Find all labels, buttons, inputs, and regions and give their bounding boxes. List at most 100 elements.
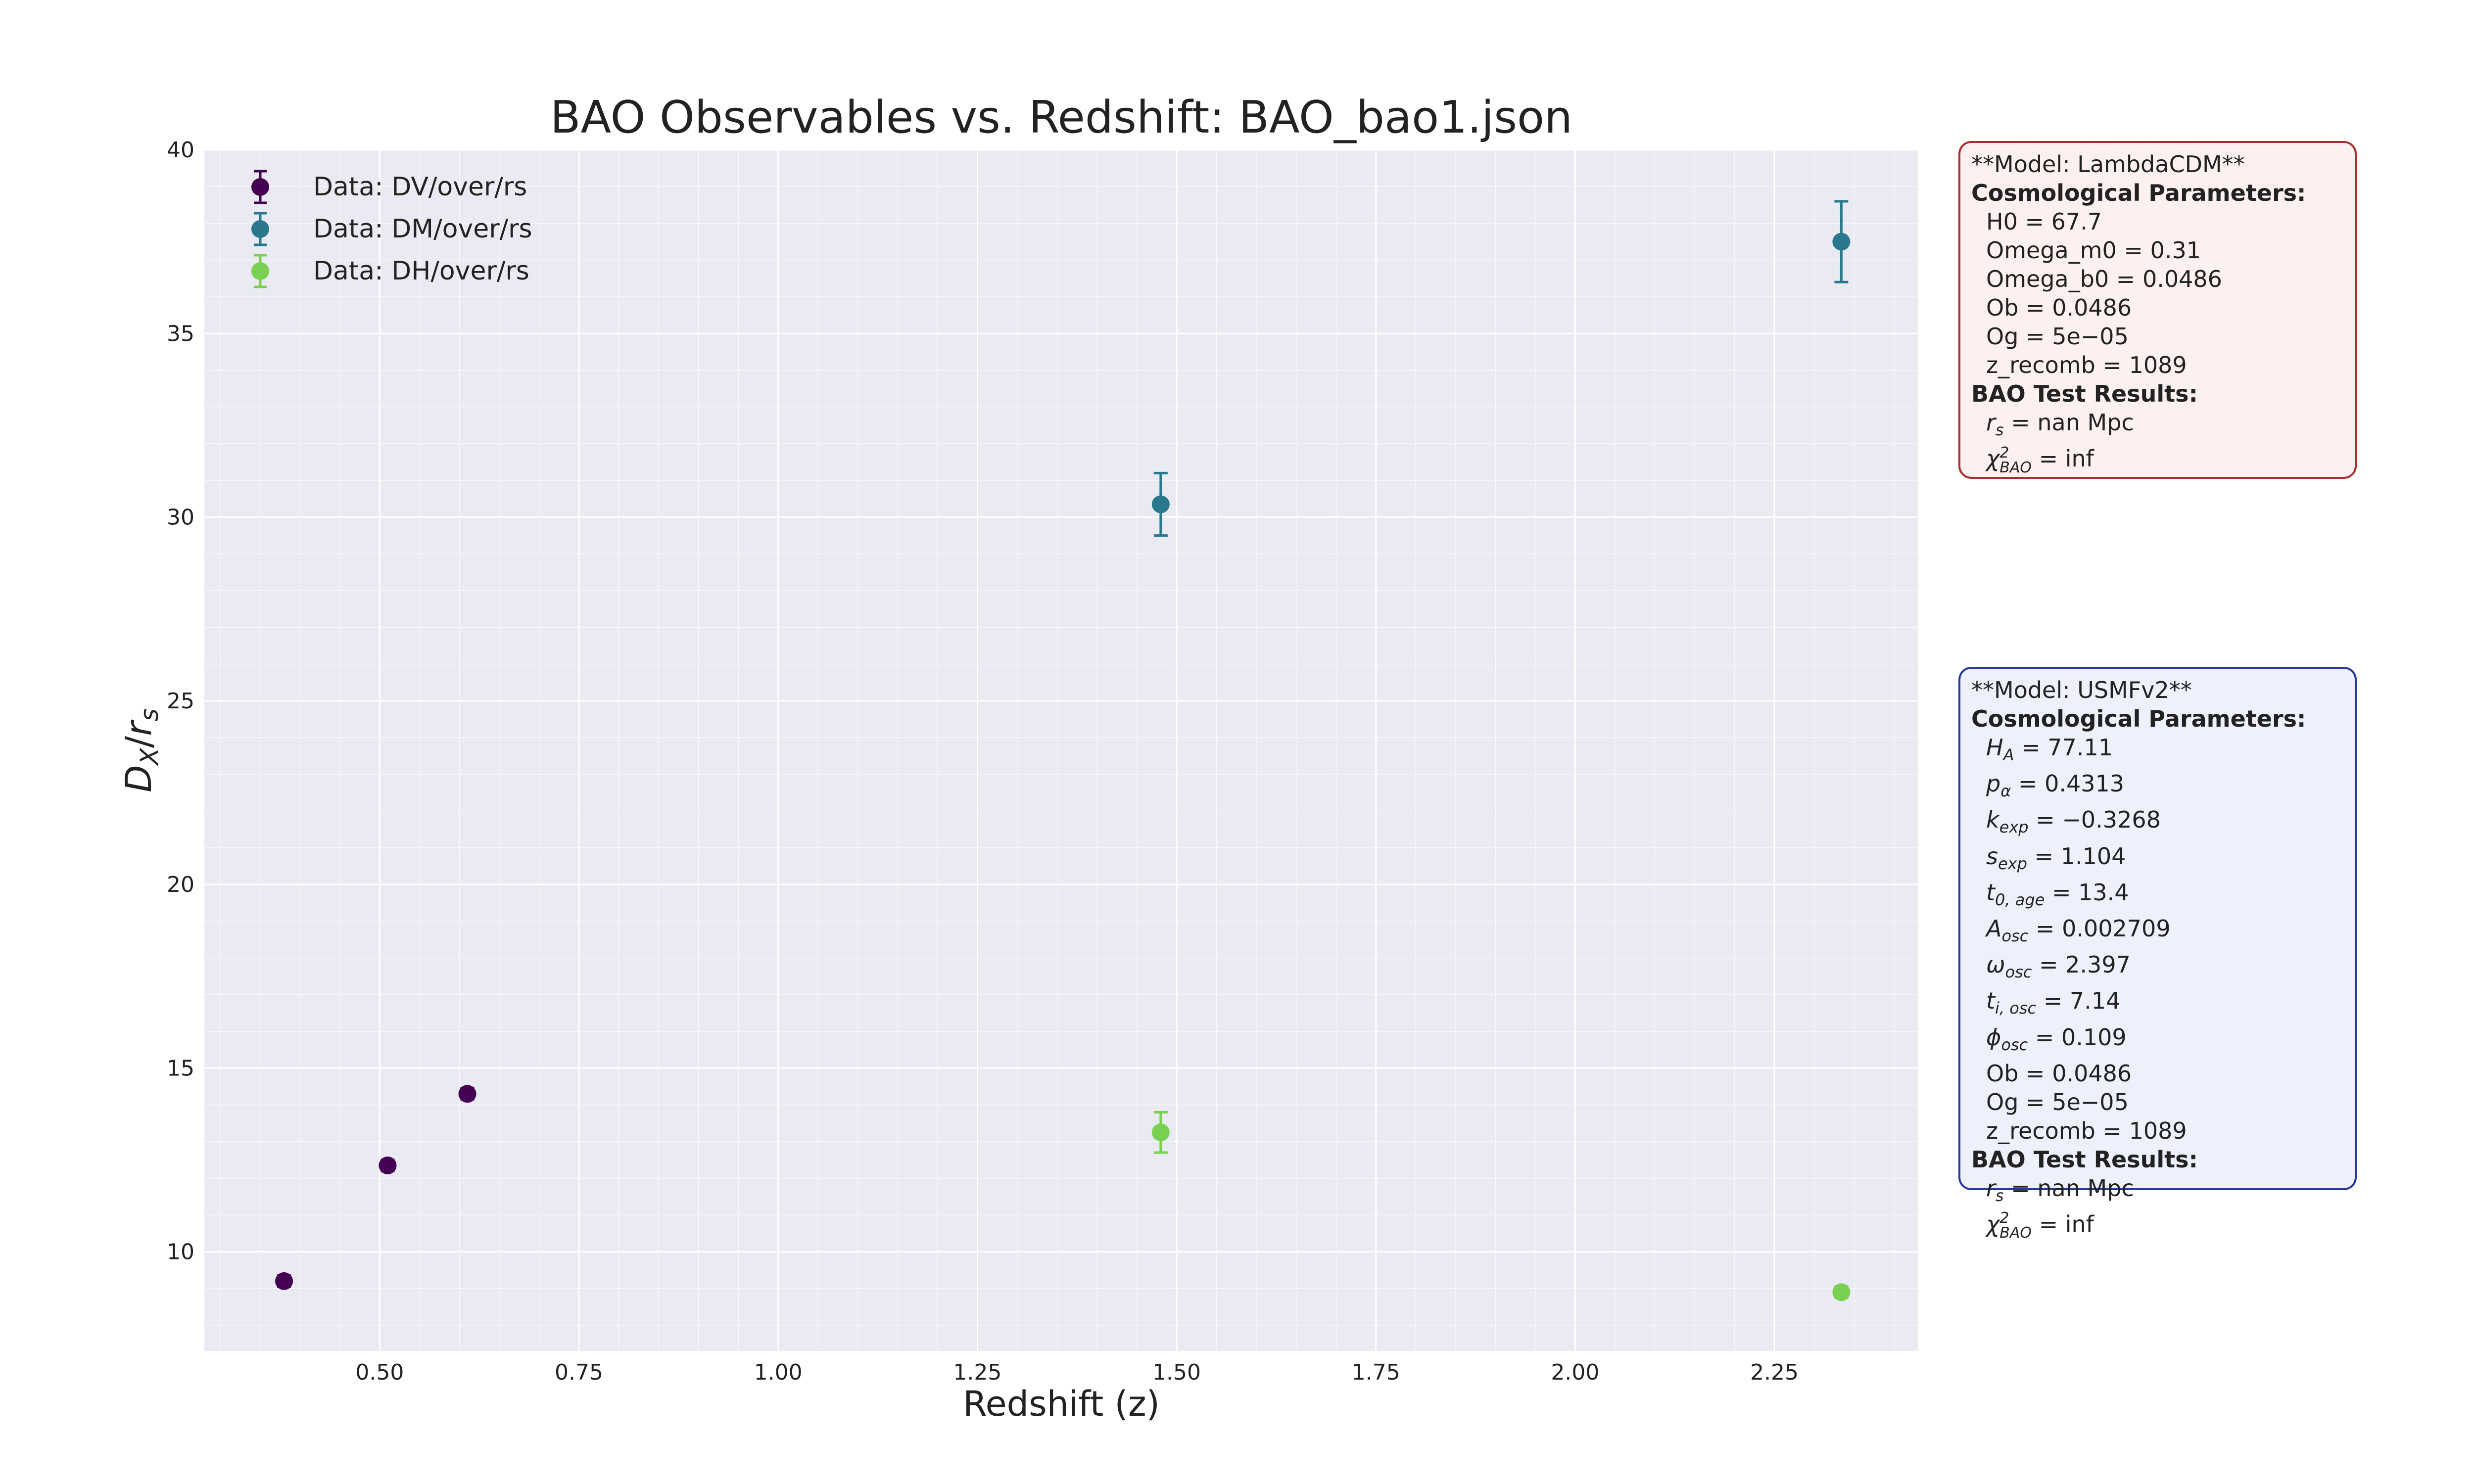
usmf-rs-line: rs = nan Mpc (1971, 1174, 2344, 1210)
usmf-rs-val: = nan Mpc (2003, 1174, 2134, 1202)
usmf-params-title: Cosmological Parameters: (1971, 705, 2306, 732)
usmf-plain-param-line: Ob = 0.0486 (1986, 1060, 2132, 1087)
usmf-chi-line: χ 2 BAO = inf (1971, 1210, 2344, 1241)
usmf-symbol-params: HA = 77.11 pα = 0.4313 kexp = −0.3268 sexp … (1971, 733, 2344, 1059)
x-tick-label: 1.50 (1152, 1360, 1201, 1385)
usmf-param-symbol: H (1986, 734, 2003, 761)
legend-label: Data: DV/over/rs (313, 172, 527, 202)
usmf-param-value: = 13.4 (2045, 879, 2129, 906)
usmf-param-symbol: p (1986, 770, 2001, 797)
usmf-param-value: = 2.397 (2032, 951, 2131, 978)
lcdm-rs-sub: s (1995, 420, 2004, 440)
legend-entry: Data: DM/over/rs (251, 212, 532, 246)
usmf-chi-sym: χ (1986, 1210, 2000, 1238)
lcdm-results-title: BAO Test Results: (1971, 380, 2198, 407)
usmf-param-subscript: exp (1999, 818, 2029, 837)
lcdm-param-line: Og = 5e−05 (1986, 323, 2129, 350)
lcdm-chi-val: = inf (2031, 445, 2094, 472)
usmf-plain-params: Ob = 0.0486 Og = 5e−05 z_recomb = 1089 (1971, 1059, 2344, 1145)
usmf-param-symbol: ω (1986, 951, 2005, 978)
usmf-param-value: = 7.14 (2036, 987, 2121, 1015)
data-point (1832, 232, 1851, 251)
data-point (275, 1272, 293, 1290)
usmf-param-symbol: ϕ (1986, 1023, 2001, 1051)
usmf-param-subscript: i, osc (1995, 999, 2037, 1018)
usmf-rs-sym: r (1986, 1174, 1996, 1202)
usmf-chi-sub: BAO (1999, 1224, 2032, 1242)
data-point (1151, 1123, 1170, 1142)
y-label-r: r (118, 719, 159, 736)
y-tick-label: 35 (167, 321, 194, 346)
usmf-param-line: ωosc = 2.397 (1971, 950, 2344, 986)
y-label-sub-s: s (135, 708, 164, 721)
usmf-param-symbol: k (1986, 806, 1999, 834)
x-tick-label: 1.75 (1352, 1360, 1400, 1385)
svg-text:DX/rs: DX/rs (118, 708, 164, 792)
usmf-param-line: sexp = 1.104 (1971, 842, 2344, 878)
data-point (458, 1085, 476, 1103)
y-tick-label: 25 (167, 689, 194, 714)
usmf-param-subscript: exp (1998, 854, 2027, 873)
usmf-param-line: pα = 0.4313 (1971, 769, 2344, 805)
legend-marker (251, 262, 269, 280)
usmf-param-line: ϕosc = 0.109 (1971, 1023, 2344, 1059)
usmf-param-symbol: t (1986, 879, 1996, 906)
data-point (1832, 1283, 1851, 1301)
usmf-param-line: ti, osc = 7.14 (1971, 986, 2344, 1022)
lcdm-chi-sup: 2 (1999, 444, 2009, 462)
usmf-param-value: = 77.11 (2014, 734, 2113, 761)
usmf-param-value: = 0.002709 (2028, 915, 2171, 942)
y-label-sep: / (118, 736, 159, 748)
y-tick-label: 10 (167, 1240, 194, 1265)
x-tick-label: 2.25 (1750, 1360, 1799, 1385)
x-axis-label: Redshift (z) (963, 1384, 1160, 1424)
usmf-param-line: t0, age = 13.4 (1971, 878, 2344, 914)
usmf-plain-param-line: Og = 5e−05 (1986, 1088, 2129, 1115)
usmf-chi-val: = inf (2031, 1210, 2094, 1238)
usmf-header: **Model: USMFv2** (1971, 677, 2192, 703)
legend-label: Data: DH/over/rs (313, 256, 529, 286)
legend-label: Data: DM/over/rs (313, 214, 532, 244)
lcdm-rs-sym: r (1986, 409, 1996, 436)
usmf-param-value: = 0.109 (2028, 1023, 2127, 1051)
y-axis-label: DX/rs (118, 708, 164, 792)
lcdm-params-title: Cosmological Parameters: (1971, 180, 2306, 206)
y-tick-label: 30 (167, 505, 194, 530)
chart-title: BAO Observables vs. Redshift: BAO_bao1.j… (550, 92, 1572, 143)
lcdm-param-line: Omega_b0 = 0.0486 (1986, 266, 2222, 292)
x-tick-label: 0.75 (555, 1360, 603, 1385)
lcdm-rs-line: rs = nan Mpc (1971, 408, 2344, 444)
lcdm-chi-sym: χ (1986, 445, 2000, 472)
y-label-sub-x: X (135, 747, 164, 766)
legend-marker (251, 220, 269, 238)
usmf-param-subscript: A (2003, 745, 2014, 765)
lcdm-param-line: z_recomb = 1089 (1986, 352, 2187, 378)
lcdm-info-box: **Model: LambdaCDM** Cosmological Parame… (1958, 141, 2357, 479)
usmf-plain-param-line: z_recomb = 1089 (1986, 1117, 2187, 1144)
x-tick-label: 2.00 (1551, 1360, 1599, 1385)
lcdm-chi-line: χ 2 BAO = inf (1971, 444, 2344, 475)
y-tick-label: 15 (167, 1056, 194, 1081)
usmf-param-subscript: 0, age (1995, 890, 2045, 909)
data-point (1151, 495, 1170, 513)
lcdm-param-line: H0 = 67.7 (1986, 208, 2102, 235)
lcdm-header: **Model: LambdaCDM** (1971, 151, 2245, 178)
usmf-param-symbol: t (1986, 987, 1996, 1015)
usmf-info-box: **Model: USMFv2** Cosmological Parameter… (1958, 667, 2357, 1241)
usmf-param-subscript: osc (2001, 927, 2029, 946)
grid (204, 149, 1918, 1351)
usmf-param-line: Aosc = 0.002709 (1971, 914, 2344, 950)
x-tick-label: 1.00 (754, 1360, 803, 1385)
y-label-d: D (118, 765, 159, 792)
data-marks (275, 200, 1851, 1301)
usmf-param-symbol: s (1986, 842, 1998, 870)
lcdm-params-list: H0 = 67.7 Omega_m0 = 0.31 Omega_b0 = 0.048… (1971, 207, 2344, 379)
usmf-param-subscript: osc (2005, 963, 2032, 982)
usmf-param-value: = 0.4313 (2011, 770, 2125, 797)
usmf-param-value: = 1.104 (2027, 842, 2126, 870)
lcdm-chi-sub: BAO (1999, 459, 2032, 476)
lcdm-param-line: Ob = 0.0486 (1986, 294, 2132, 321)
lcdm-param-line: Omega_m0 = 0.31 (1986, 237, 2201, 264)
usmf-chi-sup: 2 (1999, 1209, 2009, 1227)
usmf-param-subscript: osc (2001, 1035, 2028, 1054)
